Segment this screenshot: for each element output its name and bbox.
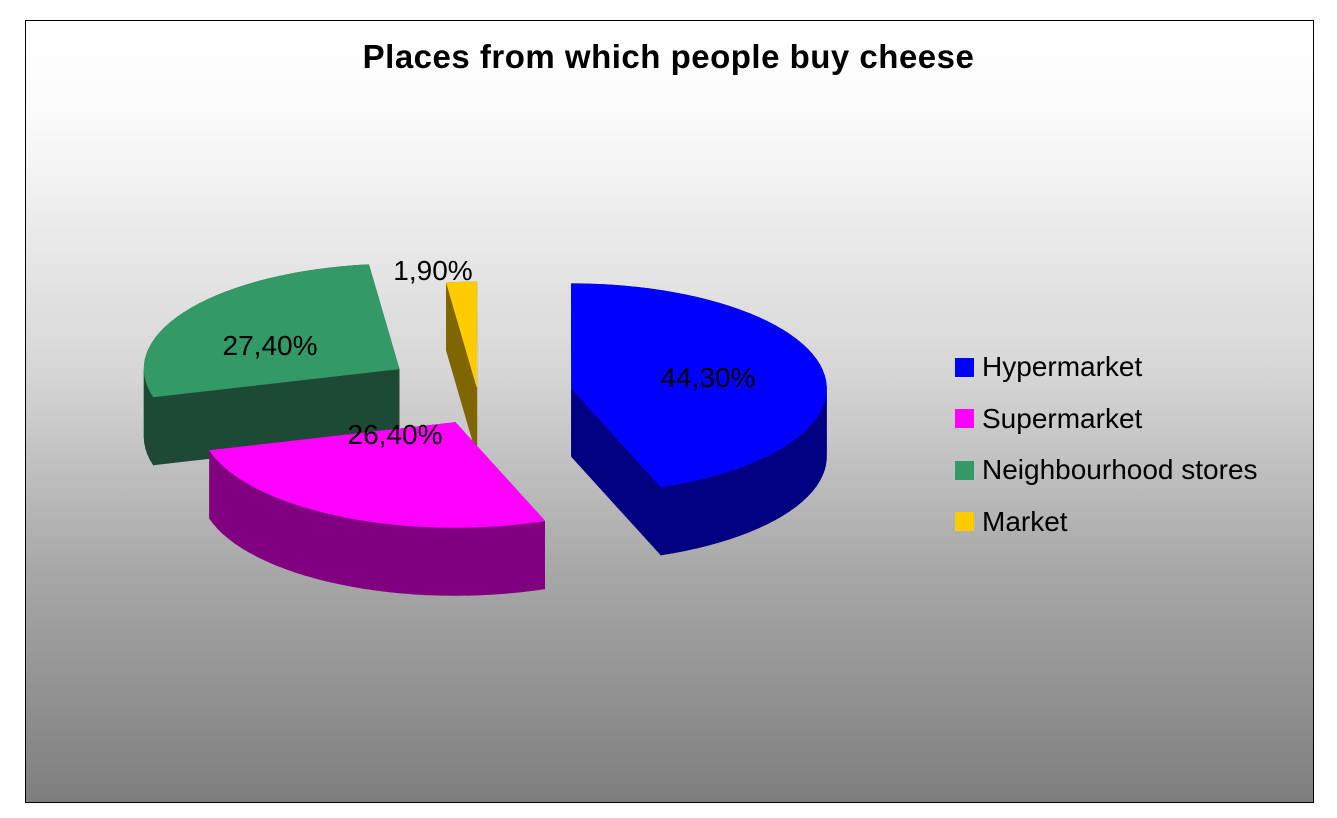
pie-slice-side [241,479,251,554]
pie-slice-side [401,524,415,595]
pie-slice-side [718,470,730,543]
legend-item: Market [955,505,1068,537]
pie-slice-side [266,492,276,566]
pie-slice-side [209,449,214,525]
pie-slice-side [305,507,317,580]
pie-slice-side [257,488,267,562]
data-label: 1,90% [393,255,472,286]
legend-label: Neighbourhood stores [982,454,1258,485]
pie-slice-side [506,523,520,594]
pie-slice-hypermarket [571,283,827,488]
legend-item: Supermarket [955,402,1143,434]
legend-swatch [955,512,974,531]
pie-slice-side [493,525,507,595]
legend-swatch [955,460,974,480]
pie-slice-side [339,515,352,587]
legend-swatch [955,357,974,377]
pie-slice-side [363,520,377,591]
pie-slice-side [249,484,259,558]
legend-item: Neighbourhood stores [955,454,1258,485]
pie-slice-side [807,422,813,498]
legend-label: Supermarket [982,402,1143,434]
pie-slice-side [815,411,820,488]
pie-slice-side [351,518,364,589]
pie-slice-side [519,522,533,593]
pie-slice-side [453,527,468,596]
pie-slice-side [672,482,686,554]
pie-slice-side [213,454,219,530]
pie-slice-side [414,525,429,596]
pie-slice-side [388,523,402,594]
pie-slice-side [228,470,236,545]
pie-slice-side [729,467,740,540]
pie-slice-side [480,525,494,596]
pie-slice-side [327,513,340,585]
pie-slice-side [467,526,481,596]
legend-label: Market [982,505,1068,537]
pie-slice-side [275,496,286,570]
pie-slice-side [234,474,243,549]
data-label: 44,30% [661,362,756,393]
pie-slice-side [149,390,154,467]
pie-slice-side [660,484,674,556]
pie-slice-side [684,479,697,552]
pie-slice-side [789,437,797,512]
pie-slice-side [316,510,329,582]
pie-slice-side [427,526,442,596]
pie-slice-side [766,451,776,525]
pie-slice-supermarket [209,422,546,528]
pie-slice-side [147,386,151,460]
pie-slice-side [774,446,784,521]
pie-slice-side [757,455,768,529]
pie-slice-side [531,520,545,591]
legend-item: Hypermarket [955,351,1143,382]
pie-slice-side [748,459,759,533]
chart-title: Places from which people buy cheese [362,38,975,75]
pie-slice-side [782,442,791,517]
pie-slice-market [446,281,478,388]
pie-slice-side [222,465,230,540]
pie-slice-side [696,477,709,549]
pie-slice-side [294,503,307,576]
data-label: 27,40% [223,330,318,361]
pie-slice-side [801,427,808,503]
pie-slice-side [811,417,817,493]
data-label: 26,40% [348,419,443,450]
pie-slice-side [821,402,825,476]
legend-swatch [955,409,974,428]
pie-slice-side [217,460,224,535]
pie-slice-side [375,521,390,593]
pie-slice-side [819,407,823,482]
legend-label: Hypermarket [982,351,1143,382]
pie-slice-side [284,500,296,573]
pie-slice-side [707,474,720,546]
pie-slice-side [440,527,455,596]
pie-slice-neighbourhood-stores [143,264,400,398]
pie-slice-side [739,463,750,537]
pie-slice-side [796,432,803,507]
